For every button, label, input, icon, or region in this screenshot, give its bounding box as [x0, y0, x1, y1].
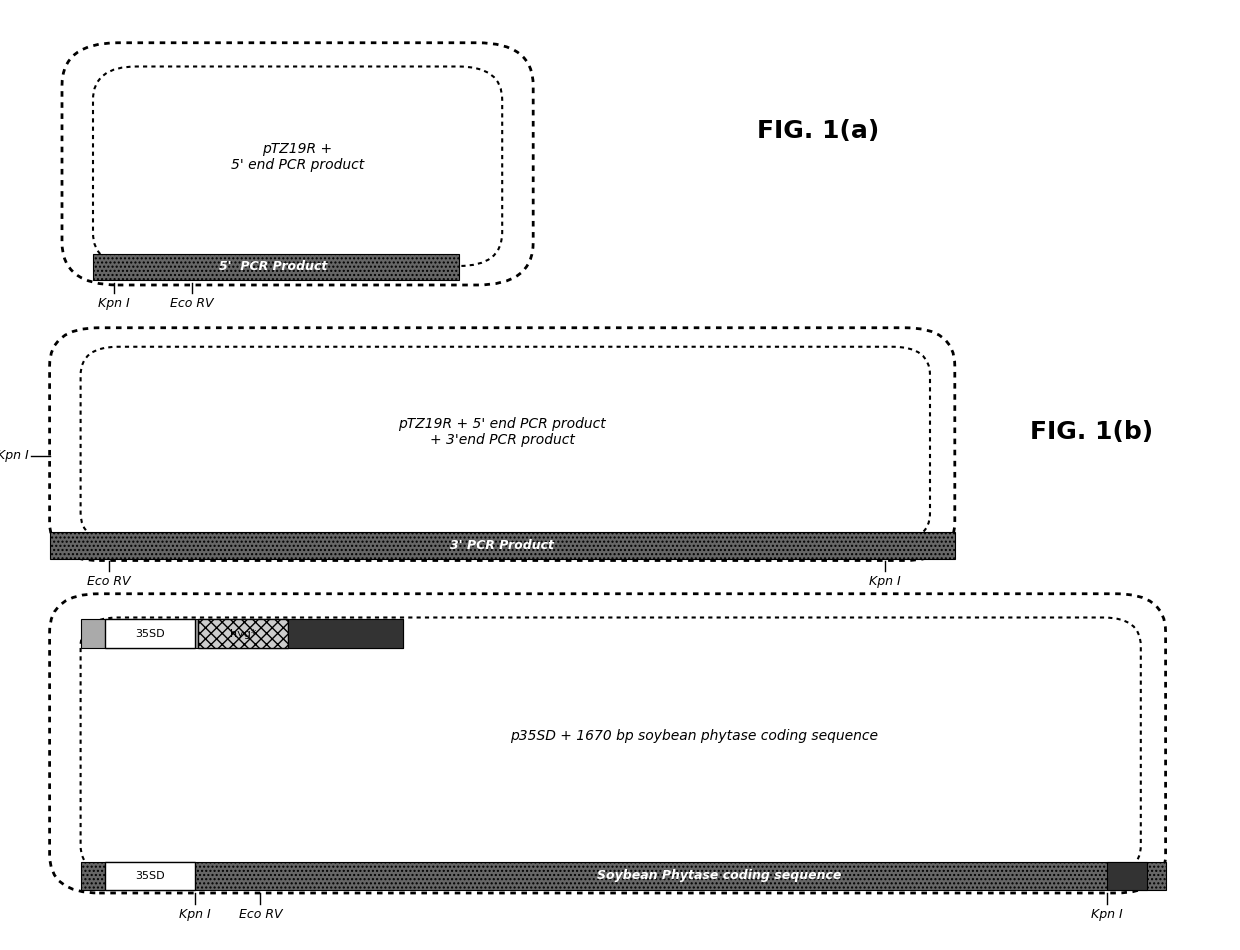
- Text: Soybean Phytase coding sequence: Soybean Phytase coding sequence: [596, 869, 842, 883]
- Text: Kpn I: Kpn I: [179, 908, 211, 922]
- Bar: [105, 619, 195, 648]
- Text: FIG. 1(b): FIG. 1(b): [1029, 420, 1153, 445]
- Text: Kpn I: Kpn I: [0, 449, 29, 463]
- Bar: [81, 619, 403, 648]
- Text: 5'  PCR Product: 5' PCR Product: [218, 260, 327, 274]
- Bar: [93, 254, 459, 280]
- Text: Kpn I: Kpn I: [869, 575, 901, 588]
- Text: Kpn I: Kpn I: [98, 297, 130, 311]
- Text: FIG. 1(a): FIG. 1(a): [758, 119, 879, 143]
- Text: 3' PCR Product: 3' PCR Product: [450, 539, 554, 552]
- Bar: [1107, 862, 1147, 890]
- FancyBboxPatch shape: [93, 66, 502, 266]
- Text: pTZ19R + 5' end PCR product
+ 3'end PCR product: pTZ19R + 5' end PCR product + 3'end PCR …: [398, 417, 606, 447]
- Text: hyg*: hyg*: [229, 629, 257, 638]
- Bar: [50, 532, 955, 559]
- Text: Eco RV: Eco RV: [170, 297, 215, 311]
- FancyBboxPatch shape: [81, 347, 930, 542]
- Text: pTZ19R +
5' end PCR product: pTZ19R + 5' end PCR product: [231, 142, 365, 172]
- Bar: [288, 619, 403, 648]
- Bar: [105, 862, 195, 890]
- FancyBboxPatch shape: [81, 618, 1141, 874]
- FancyBboxPatch shape: [62, 43, 533, 285]
- Text: 35SD: 35SD: [135, 629, 165, 638]
- Text: Kpn I: Kpn I: [1091, 908, 1123, 922]
- FancyBboxPatch shape: [50, 594, 1166, 893]
- Text: Eco RV: Eco RV: [238, 908, 283, 922]
- Bar: [198, 619, 288, 648]
- Text: p35SD + 1670 bp soybean phytase coding sequence: p35SD + 1670 bp soybean phytase coding s…: [511, 730, 878, 743]
- Bar: [81, 862, 1166, 890]
- FancyBboxPatch shape: [50, 328, 955, 560]
- Text: Eco RV: Eco RV: [87, 575, 131, 588]
- Text: 35SD: 35SD: [135, 871, 165, 881]
